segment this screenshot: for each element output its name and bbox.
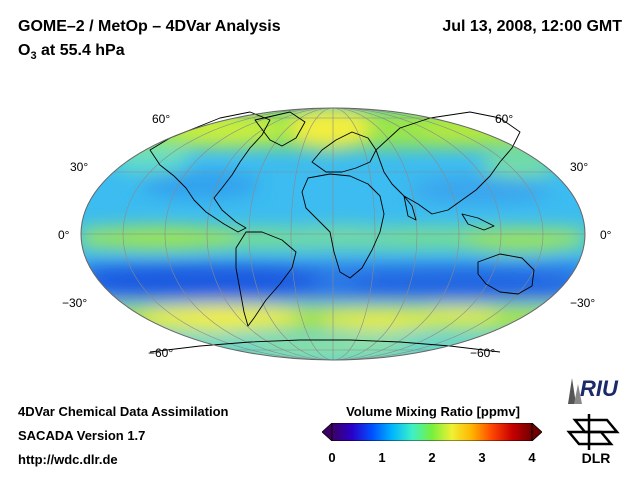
map-subtitle: O3 at 55.4 hPa <box>18 42 125 63</box>
colorbar-tick-0: 0 <box>328 450 336 465</box>
coastlines <box>149 111 535 353</box>
colorbar-gradient <box>331 423 533 441</box>
colorbar-high-arrow <box>531 423 542 441</box>
svg-text:DLR: DLR <box>582 450 611 466</box>
lat-label-60s-left: −60° <box>148 346 174 360</box>
lat-label-30n-left: 30° <box>70 160 89 174</box>
lat-label-60n-right: 60° <box>495 112 514 126</box>
lat-label-0-right: 0° <box>600 228 612 242</box>
footer-line-1: 4DVar Chemical Data Assimilation <box>18 404 229 419</box>
colorbar-tick-3: 3 <box>478 450 486 465</box>
colorbar-tick-2: 2 <box>428 450 436 465</box>
riu-logo: RIU <box>568 376 619 404</box>
colorbar-tick-1: 1 <box>378 450 386 465</box>
colorbar-low-arrow <box>322 423 333 441</box>
footer-line-2: SACADA Version 1.7 <box>18 428 146 443</box>
lat-label-60s-right: −60° <box>470 346 496 360</box>
colorbar-tick-4: 4 <box>528 450 536 465</box>
colorbar-title: Volume Mixing Ratio [ppmv] <box>346 404 520 419</box>
colorbar <box>322 423 542 441</box>
ozone-map <box>80 107 586 361</box>
dlr-logo: DLR <box>566 414 620 466</box>
lat-label-30s-left: −30° <box>62 296 88 310</box>
datetime-label: Jul 13, 2008, 12:00 GMT <box>442 18 622 35</box>
svg-text:RIU: RIU <box>580 376 619 401</box>
lat-label-30n-right: 30° <box>570 160 589 174</box>
lat-label-0-left: 0° <box>58 228 70 242</box>
lat-label-60n-left: 60° <box>152 112 171 126</box>
lat-label-30s-right: −30° <box>570 296 596 310</box>
map-title: GOME–2 / MetOp – 4DVar Analysis <box>18 18 281 35</box>
footer-link[interactable]: http://wdc.dlr.de <box>18 452 118 467</box>
